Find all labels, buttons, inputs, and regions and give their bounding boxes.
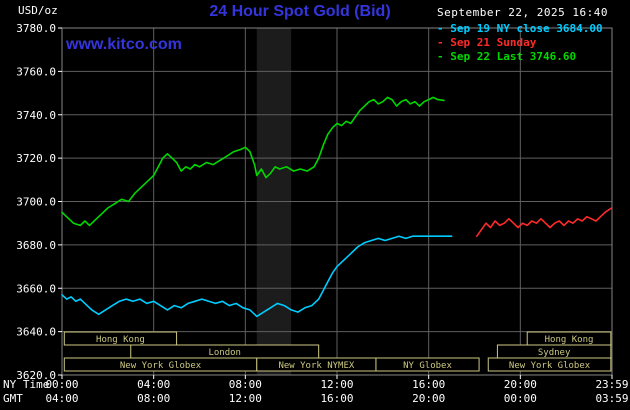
x-axis-label-gmt: 00:00 (504, 392, 537, 405)
x-axis-label-ny: 16:00 (412, 378, 445, 391)
page-title: 24 Hour Spot Gold (Bid) (209, 3, 391, 20)
price-line-sep-22-last-3746-60 (61, 96, 445, 227)
x-axis-label-ny: 20:00 (504, 378, 537, 391)
chart-legend: - Sep 19 NY close 3684.00- Sep 21 Sunday… (437, 22, 603, 64)
x-axis-label-ny: 08:00 (229, 378, 262, 391)
session-label: New York Globex (509, 361, 591, 371)
x-axis-ny-time-label: NY Time (3, 378, 49, 391)
session-box (375, 357, 480, 372)
y-axis-label: 3660.0 (16, 282, 56, 295)
y-axis-label: 3640.0 (16, 326, 56, 339)
session-box (63, 331, 178, 346)
legend-item: - Sep 21 Sunday (437, 36, 537, 49)
session-label: New York Globex (120, 361, 202, 371)
y-axis-label: 3720.0 (16, 152, 56, 165)
session-label: NY Globex (403, 361, 452, 371)
legend-item: - Sep 19 NY close 3684.00 (437, 22, 603, 35)
session-label: New York NYMEX (278, 361, 354, 371)
x-axis-label-gmt: 12:00 (229, 392, 262, 405)
session-label: Hong Kong (545, 335, 594, 345)
legend-item: - Sep 22 Last 3746.60 (437, 50, 577, 63)
x-axis-label-gmt: 08:00 (137, 392, 170, 405)
x-axis-gmt-label: GMT (3, 392, 23, 405)
y-axis-label: 3760.0 (16, 65, 56, 78)
x-axis-label-gmt: 03:59 (595, 392, 628, 405)
price-line-sep-19-ny-close-3684-00 (61, 235, 453, 318)
chart-datetime: September 22, 2025 16:40 (437, 6, 608, 19)
x-axis-label-ny: 04:00 (137, 378, 170, 391)
y-axis-label: 3680.0 (16, 239, 56, 252)
x-axis-label-ny: 23:59 (595, 378, 628, 391)
x-axis-label-ny: 12:00 (320, 378, 353, 391)
session-label: Hong Kong (96, 335, 145, 345)
session-label: Sydney (538, 348, 571, 358)
x-axis-label-ny: 00:00 (45, 378, 78, 391)
y-axis-units-label: USD/oz (18, 4, 58, 17)
session-label: London (208, 348, 241, 358)
y-axis-label: 3700.0 (16, 196, 56, 209)
y-axis-label: 3740.0 (16, 109, 56, 122)
x-axis-label-gmt: 16:00 (320, 392, 353, 405)
x-axis-label-gmt: 20:00 (412, 392, 445, 405)
price-line-sep-21-sunday (475, 207, 613, 237)
y-axis-label: 3620.0 (16, 369, 56, 382)
y-axis-label: 3780.0 (16, 22, 56, 35)
x-axis-label-gmt: 04:00 (45, 392, 78, 405)
session-box (487, 357, 612, 372)
kitco-watermark-link[interactable]: www.kitco.com (66, 36, 182, 53)
